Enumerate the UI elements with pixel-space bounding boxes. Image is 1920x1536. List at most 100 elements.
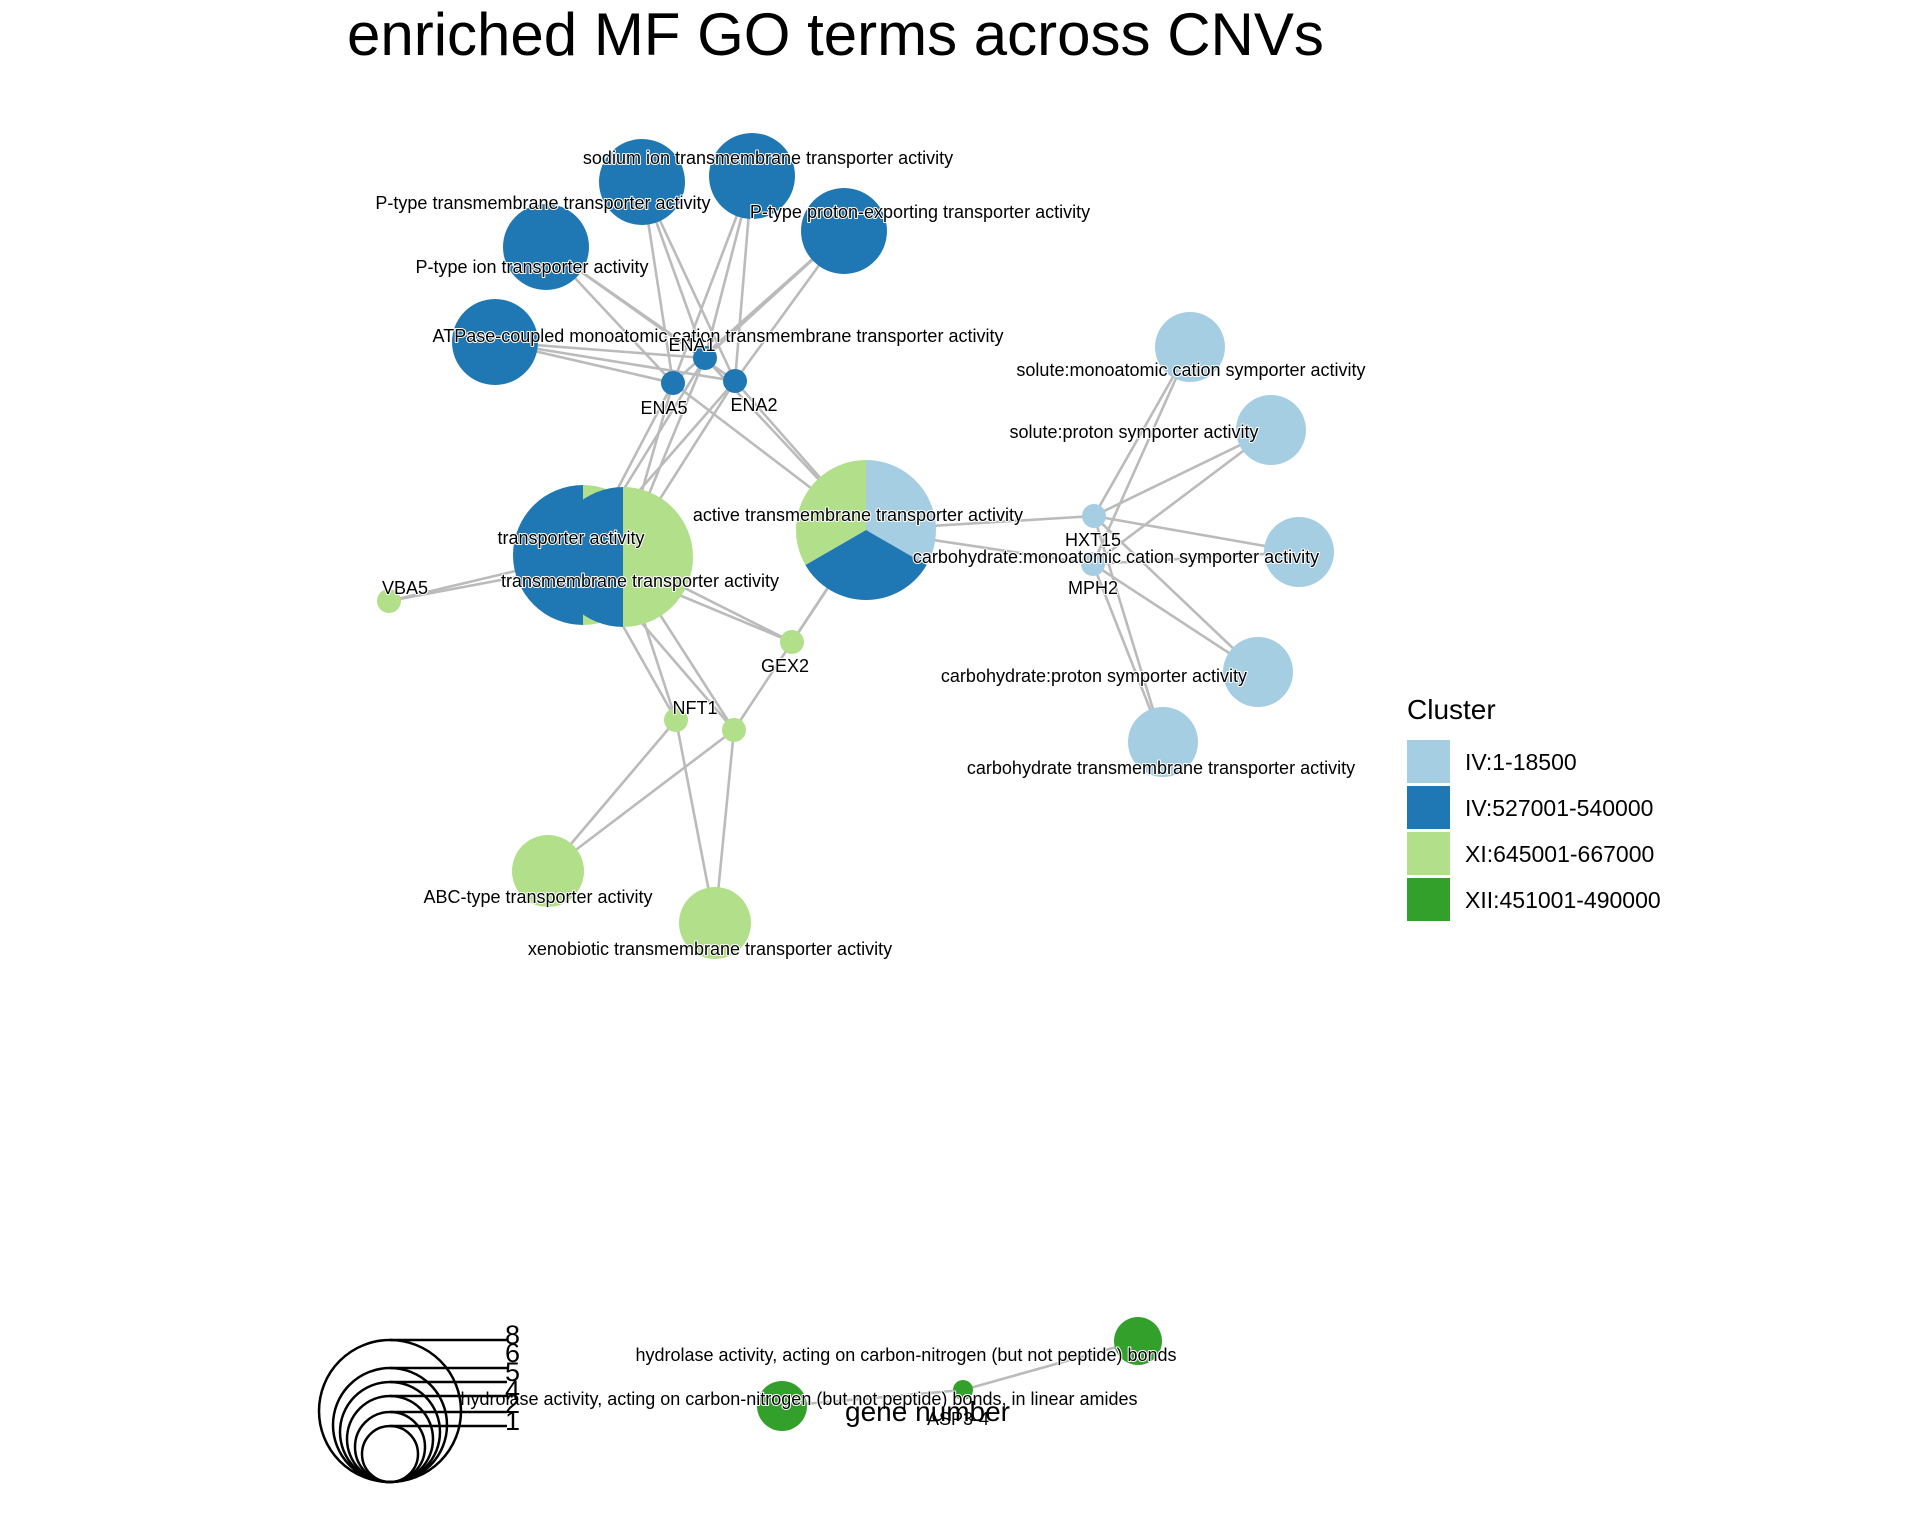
- label-carb_proton: carbohydrate:proton symporter activity: [941, 666, 1247, 686]
- label-gex2: GEX2: [761, 656, 809, 676]
- label-mph2: MPH2: [1068, 578, 1118, 598]
- legend-swatch-c1: [1407, 740, 1450, 783]
- node-ptype_tm-circle: [599, 139, 685, 225]
- edge-gene_x-abc: [547, 728, 735, 873]
- label-asp34: ASP3-4: [927, 1409, 989, 1429]
- size-legend-circle-2: [353, 1410, 427, 1484]
- node-carb_tm-circle: [1128, 707, 1198, 777]
- label-ena5: ENA5: [640, 398, 687, 418]
- node-gene_x[interactable]: [722, 718, 746, 742]
- label-abc: ABC-type transporter activity: [423, 887, 652, 907]
- node-active-slice-c3: [795, 460, 866, 565]
- node-solute_mono-circle: [1155, 312, 1225, 382]
- node-solute_proton-circle: [1236, 395, 1306, 465]
- node-hxt15[interactable]: [1082, 504, 1106, 528]
- node-asp34-circle: [953, 1380, 973, 1400]
- label-transporter: transporter activity: [497, 528, 644, 548]
- label-xeno: xenobiotic transmembrane transporter act…: [528, 939, 892, 959]
- node-ena2[interactable]: [723, 369, 747, 393]
- legend-swatch-c3: [1407, 832, 1450, 875]
- label-ena2: ENA2: [730, 395, 777, 415]
- node-solute_proton[interactable]: [1236, 395, 1306, 465]
- chart-title: enriched MF GO terms across CNVs: [347, 1, 1324, 68]
- node-nft1-circle: [664, 708, 688, 732]
- node-xeno[interactable]: [679, 887, 751, 959]
- node-carb_mono-circle: [1264, 517, 1334, 587]
- node-gex2-circle: [780, 630, 804, 654]
- node-carb_tm[interactable]: [1128, 707, 1198, 777]
- node-gene_x-circle: [722, 718, 746, 742]
- node-asp34[interactable]: [953, 1380, 973, 1400]
- label-solute_mono: solute:monoatomic cation symporter activ…: [1016, 360, 1365, 380]
- label-ptype_proton: P-type proton-exporting transporter acti…: [750, 202, 1090, 222]
- label-hxt15: HXT15: [1065, 530, 1121, 550]
- edge-mph2-solute_mono: [1091, 346, 1192, 565]
- node-hydrolase1[interactable]: [1114, 1317, 1162, 1365]
- node-active[interactable]: [795, 460, 936, 600]
- edge-hxt15-carb_tm: [1092, 515, 1165, 743]
- node-ptype_proton-circle: [801, 188, 887, 274]
- node-mph2-circle: [1081, 552, 1105, 576]
- label-ptype_tm: P-type transmembrane transporter activit…: [375, 193, 710, 213]
- node-ptype_ion[interactable]: [503, 204, 589, 290]
- node-ena5-circle: [661, 371, 685, 395]
- node-ena1-circle: [693, 346, 717, 370]
- label-ptype_ion: P-type ion transporter activity: [415, 257, 648, 277]
- size-legend-label-4: 4: [505, 1375, 520, 1405]
- node-gex2[interactable]: [780, 630, 804, 654]
- label-sodium: sodium ion transmembrane transporter act…: [583, 148, 953, 168]
- node-ptype_tm[interactable]: [599, 139, 685, 225]
- node-transmembrane-slice-c2: [553, 487, 623, 627]
- node-solute_mono[interactable]: [1155, 312, 1225, 382]
- node-sodium[interactable]: [709, 133, 795, 219]
- node-carb_proton-circle: [1223, 637, 1293, 707]
- label-transmembrane: transmembrane transporter activity: [501, 571, 779, 591]
- node-ena1[interactable]: [693, 346, 717, 370]
- legend-label-c4: XII:451001-490000: [1465, 887, 1661, 913]
- node-ptype_proton[interactable]: [801, 188, 887, 274]
- node-ptype_ion-circle: [503, 204, 589, 290]
- nodes-layer: [377, 133, 1334, 1431]
- node-atpase[interactable]: [452, 299, 538, 385]
- label-nft1: NFT1: [673, 698, 718, 718]
- edge-asp34-hydrolase2: [781, 1388, 964, 1408]
- node-abc[interactable]: [512, 835, 584, 907]
- legend-label-c1: IV:1-18500: [1465, 749, 1577, 775]
- legend-label-c3: XI:645001-667000: [1465, 841, 1654, 867]
- size-legend-label-1: 1: [505, 1406, 520, 1436]
- label-hydrolase2: hydrolase activity, acting on carbon-nit…: [460, 1389, 1137, 1409]
- cluster-legend-title: Cluster: [1407, 694, 1496, 725]
- labels-layer: sodium ion transmembrane transporter act…: [374, 147, 1366, 1430]
- node-nft1[interactable]: [664, 708, 688, 732]
- label-ena1: ENA1: [668, 335, 715, 355]
- node-sodium-circle: [709, 133, 795, 219]
- size-legend-label-8: 8: [505, 1320, 520, 1350]
- node-hydrolase1-circle: [1114, 1317, 1162, 1365]
- node-carb_proton[interactable]: [1223, 637, 1293, 707]
- node-atpase-circle: [452, 299, 538, 385]
- cluster-legend: Cluster IV:1-18500 IV:527001-540000 XI:645…: [1407, 694, 1661, 921]
- label-active: active transmembrane transporter activit…: [693, 505, 1023, 525]
- label-atpase: ATPase-coupled monoatomic cation transme…: [433, 326, 1004, 346]
- node-hxt15-circle: [1082, 504, 1106, 528]
- node-hydrolase2[interactable]: [757, 1381, 807, 1431]
- node-ena5[interactable]: [661, 371, 685, 395]
- node-abc-circle: [512, 835, 584, 907]
- label-vba5: VBA5: [382, 578, 428, 598]
- legend-swatch-c2: [1407, 786, 1450, 829]
- label-carb_tm: carbohydrate transmembrane transporter a…: [967, 758, 1355, 778]
- node-vba5[interactable]: [377, 589, 401, 613]
- node-vba5-circle: [377, 589, 401, 613]
- size-legend-label-6: 6: [505, 1338, 520, 1368]
- size-legend-circle-1: [360, 1424, 420, 1484]
- size-legend-label-5: 5: [505, 1357, 520, 1387]
- edge-hxt15-carb_proton: [1093, 515, 1259, 673]
- label-carb_mono: carbohydrate:monoatomic cation symporter…: [913, 547, 1319, 567]
- node-carb_mono[interactable]: [1264, 517, 1334, 587]
- legend-swatch-c4: [1407, 878, 1450, 921]
- size-legend-title: gene number: [845, 1396, 1010, 1427]
- size-legend-label-2: 2: [505, 1389, 520, 1419]
- node-transmembrane[interactable]: [553, 487, 693, 627]
- node-mph2[interactable]: [1081, 552, 1105, 576]
